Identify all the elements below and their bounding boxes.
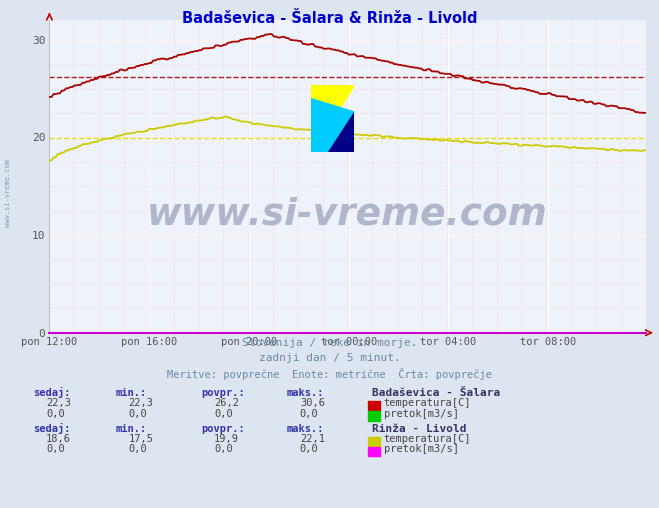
Text: 26,2: 26,2 bbox=[214, 398, 239, 408]
Text: 0,0: 0,0 bbox=[300, 444, 318, 454]
Text: temperatura[C]: temperatura[C] bbox=[384, 434, 471, 444]
Text: sedaj:: sedaj: bbox=[33, 423, 71, 434]
Text: maks.:: maks.: bbox=[287, 424, 324, 434]
Text: www.si-vreme.com: www.si-vreme.com bbox=[5, 159, 11, 227]
Text: 0,0: 0,0 bbox=[300, 408, 318, 419]
Text: min.:: min.: bbox=[115, 388, 146, 398]
Text: zadnji dan / 5 minut.: zadnji dan / 5 minut. bbox=[258, 353, 401, 363]
Text: Meritve: povprečne  Enote: metrične  Črta: povprečje: Meritve: povprečne Enote: metrične Črta:… bbox=[167, 368, 492, 380]
Text: pretok[m3/s]: pretok[m3/s] bbox=[384, 408, 459, 419]
Text: Badaševica - Šalara: Badaševica - Šalara bbox=[372, 388, 501, 398]
Text: min.:: min.: bbox=[115, 424, 146, 434]
Text: maks.:: maks.: bbox=[287, 388, 324, 398]
Text: temperatura[C]: temperatura[C] bbox=[384, 398, 471, 408]
Text: 18,6: 18,6 bbox=[46, 434, 71, 444]
Text: pretok[m3/s]: pretok[m3/s] bbox=[384, 444, 459, 454]
Text: 19,9: 19,9 bbox=[214, 434, 239, 444]
Text: 0,0: 0,0 bbox=[46, 408, 65, 419]
Text: 0,0: 0,0 bbox=[129, 444, 147, 454]
Text: 22,3: 22,3 bbox=[129, 398, 154, 408]
Text: povpr.:: povpr.: bbox=[201, 424, 244, 434]
Polygon shape bbox=[328, 112, 354, 151]
Text: 0,0: 0,0 bbox=[214, 444, 233, 454]
Polygon shape bbox=[311, 85, 354, 151]
Text: 0,0: 0,0 bbox=[129, 408, 147, 419]
Text: sedaj:: sedaj: bbox=[33, 387, 71, 398]
Text: 17,5: 17,5 bbox=[129, 434, 154, 444]
Polygon shape bbox=[311, 99, 354, 151]
Text: 22,1: 22,1 bbox=[300, 434, 325, 444]
Text: www.si-vreme.com: www.si-vreme.com bbox=[147, 196, 548, 232]
Text: 0,0: 0,0 bbox=[46, 444, 65, 454]
Text: Slovenija / reke in morje.: Slovenija / reke in morje. bbox=[242, 338, 417, 348]
Text: povpr.:: povpr.: bbox=[201, 388, 244, 398]
Text: Rinža - Livold: Rinža - Livold bbox=[372, 424, 467, 434]
Text: Badaševica - Šalara & Rinža - Livold: Badaševica - Šalara & Rinža - Livold bbox=[182, 11, 477, 26]
Text: 30,6: 30,6 bbox=[300, 398, 325, 408]
Text: 0,0: 0,0 bbox=[214, 408, 233, 419]
Text: 22,3: 22,3 bbox=[46, 398, 71, 408]
